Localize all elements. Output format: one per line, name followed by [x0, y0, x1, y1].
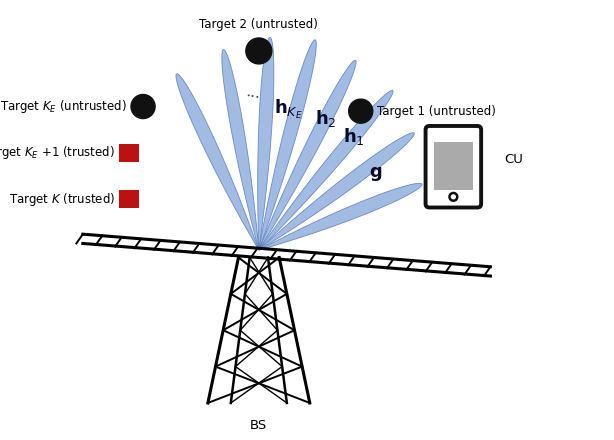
Text: BS: BS — [251, 419, 268, 432]
FancyBboxPatch shape — [119, 190, 139, 209]
Text: $\mathbf{g}$: $\mathbf{g}$ — [369, 165, 382, 183]
Polygon shape — [176, 74, 259, 250]
Text: $\mathbf{h}_1$: $\mathbf{h}_1$ — [343, 126, 365, 147]
Polygon shape — [258, 37, 274, 250]
Text: Target 1 (untrusted): Target 1 (untrusted) — [378, 105, 496, 117]
Circle shape — [349, 99, 373, 123]
Polygon shape — [259, 183, 422, 250]
Polygon shape — [222, 49, 259, 250]
Polygon shape — [259, 40, 316, 250]
Polygon shape — [259, 133, 414, 250]
Text: Target 2 (untrusted): Target 2 (untrusted) — [200, 18, 318, 30]
FancyBboxPatch shape — [426, 126, 481, 208]
Circle shape — [449, 193, 457, 201]
Text: ...: ... — [245, 84, 262, 101]
Circle shape — [246, 38, 272, 64]
Text: $\mathbf{h}_{K_E}$: $\mathbf{h}_{K_E}$ — [274, 98, 303, 121]
Text: Target $K$ (trusted): Target $K$ (trusted) — [9, 191, 115, 208]
Text: Target $K_E$ +1 (trusted): Target $K_E$ +1 (trusted) — [0, 144, 115, 161]
Polygon shape — [259, 90, 393, 250]
Text: Target $K_E$ (untrusted): Target $K_E$ (untrusted) — [0, 98, 126, 115]
Text: CU: CU — [504, 153, 523, 166]
FancyBboxPatch shape — [434, 142, 473, 190]
Polygon shape — [259, 60, 356, 250]
Text: $\mathbf{h}_2$: $\mathbf{h}_2$ — [315, 107, 337, 128]
FancyBboxPatch shape — [119, 143, 139, 162]
Circle shape — [131, 95, 155, 118]
